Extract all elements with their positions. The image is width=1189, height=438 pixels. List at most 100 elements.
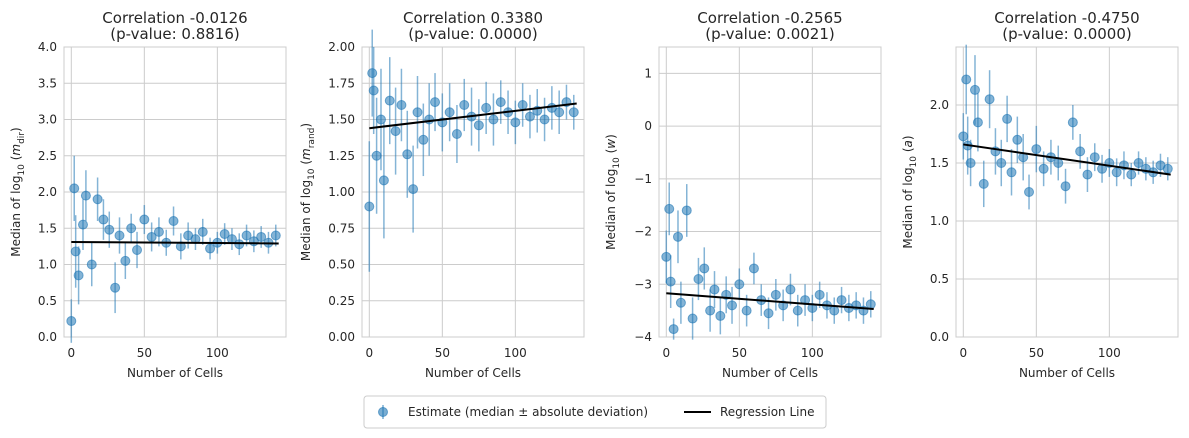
data-point bbox=[371, 150, 382, 161]
data-point bbox=[672, 231, 683, 242]
y-tick-label: 1.25 bbox=[328, 149, 355, 163]
data-point bbox=[792, 305, 803, 316]
regression-line bbox=[369, 102, 577, 130]
y-tick-label: 3.5 bbox=[38, 76, 57, 90]
data-point bbox=[665, 276, 676, 287]
x-axis-label: Number of Cells bbox=[722, 366, 818, 380]
data-point bbox=[364, 201, 375, 212]
data-point bbox=[402, 149, 413, 160]
data-point bbox=[205, 243, 216, 254]
data-point bbox=[86, 259, 97, 270]
data-point bbox=[865, 299, 876, 310]
data-point bbox=[495, 97, 506, 108]
y-tick-label: 2.00 bbox=[328, 40, 355, 54]
data-point bbox=[412, 107, 423, 118]
y-tick-label: 0.0 bbox=[38, 330, 57, 344]
data-point bbox=[378, 175, 389, 186]
data-point bbox=[110, 282, 121, 293]
data-point bbox=[836, 295, 847, 306]
data-point bbox=[699, 263, 710, 274]
data-point bbox=[829, 305, 840, 316]
legend-estimate-label: Estimate (median ± absolute deviation) bbox=[408, 405, 648, 419]
data-point bbox=[554, 107, 565, 118]
y-tick-label: 2.5 bbox=[38, 149, 57, 163]
chart-panels: 0 50 1000.00.51.01.52.02.53.03.54.0Correla… bbox=[9, 9, 1179, 380]
data-point bbox=[92, 194, 103, 205]
y-axis-label: Median of log10 (mrand) bbox=[299, 123, 317, 261]
data-point bbox=[241, 230, 252, 241]
data-point bbox=[473, 120, 484, 131]
data-point bbox=[139, 214, 150, 225]
data-point bbox=[219, 229, 230, 240]
data-point bbox=[972, 117, 983, 128]
data-point bbox=[687, 313, 698, 324]
y-tick-label: 0.75 bbox=[328, 221, 355, 235]
x-tick-label: 100 bbox=[504, 346, 527, 360]
y-tick-label: 1.75 bbox=[328, 76, 355, 90]
data-point bbox=[197, 226, 208, 237]
data-point bbox=[120, 255, 131, 266]
legend-estimate-marker bbox=[378, 405, 388, 419]
y-tick-label: −2 bbox=[634, 225, 652, 239]
y-tick-label: 1.5 bbox=[38, 221, 57, 235]
data-point bbox=[1089, 152, 1100, 163]
x-tick-label: 100 bbox=[801, 346, 824, 360]
y-axis-label: Median of log10 (a) bbox=[901, 135, 919, 248]
chart-panel-3: 0 50 100 −4 −3 −2 −1 0 1 Correlation -0.2565(p-va… bbox=[604, 9, 882, 380]
data-point bbox=[488, 114, 499, 125]
data-point bbox=[1024, 187, 1035, 197]
data-point bbox=[727, 300, 738, 311]
chart-subtitle: (p-value: 0.8816) bbox=[110, 25, 240, 43]
data-point bbox=[770, 289, 781, 300]
data-point bbox=[70, 246, 81, 257]
x-tick-label: 0 bbox=[662, 346, 670, 360]
x-tick-label: 100 bbox=[1098, 346, 1121, 360]
y-tick-label: 1.0 bbox=[930, 214, 949, 228]
data-point bbox=[705, 305, 716, 316]
regression-line bbox=[71, 241, 279, 245]
legend-box bbox=[363, 395, 827, 429]
data-point bbox=[1053, 158, 1064, 168]
data-point bbox=[368, 85, 379, 96]
x-tick-label: 50 bbox=[732, 346, 747, 360]
chart-title: Correlation -0.0126 bbox=[102, 9, 247, 27]
chart-panel-4: 0 50 100 0.0 0.5 1.0 1.5 2.0 Correlation -0.4750… bbox=[901, 9, 1179, 380]
y-axis-label: Median of log10 (w) bbox=[604, 134, 622, 250]
y-tick-label: −3 bbox=[634, 277, 652, 291]
data-point bbox=[77, 219, 88, 230]
data-point bbox=[459, 100, 470, 110]
y-axis-label: Median of log10 (mdir) bbox=[9, 127, 27, 256]
chart-title: Correlation 0.3380 bbox=[403, 9, 543, 27]
data-point bbox=[444, 107, 455, 118]
chart-subtitle: (p-value: 0.0021) bbox=[705, 25, 835, 43]
data-point bbox=[539, 114, 550, 125]
y-tick-label: 2.0 bbox=[930, 98, 949, 112]
data-point bbox=[568, 107, 579, 118]
y-tick-label: 0.00 bbox=[328, 330, 355, 344]
legend-regression-label: Regression Line bbox=[720, 405, 814, 419]
data-point bbox=[664, 203, 675, 214]
data-point bbox=[375, 114, 386, 125]
x-axis-label: Number of Cells bbox=[127, 366, 223, 380]
data-point bbox=[715, 310, 726, 321]
data-point bbox=[367, 68, 378, 79]
data-point bbox=[153, 226, 164, 237]
data-point bbox=[510, 117, 521, 128]
y-tick-label: 1.0 bbox=[38, 258, 57, 272]
y-tick-label: 0 bbox=[644, 119, 652, 133]
data-point bbox=[1038, 163, 1049, 174]
data-point bbox=[1002, 113, 1013, 124]
y-tick-label: −4 bbox=[634, 330, 652, 344]
data-point bbox=[98, 214, 109, 225]
data-point bbox=[481, 102, 492, 113]
x-tick-label: 0 bbox=[365, 346, 373, 360]
regression-line bbox=[666, 292, 874, 311]
data-point bbox=[1126, 169, 1137, 180]
y-tick-label: 0.0 bbox=[930, 330, 949, 344]
data-point bbox=[958, 131, 969, 142]
data-point bbox=[1006, 167, 1017, 178]
data-point bbox=[418, 134, 429, 145]
y-tick-label: 0.25 bbox=[328, 294, 355, 308]
data-point bbox=[146, 231, 157, 242]
